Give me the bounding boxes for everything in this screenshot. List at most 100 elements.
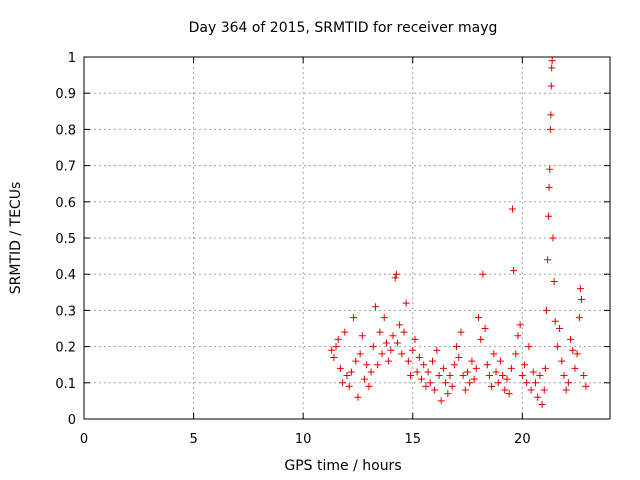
data-point [426, 379, 434, 387]
y-tick-label: 0.1 [55, 377, 76, 392]
data-point [347, 368, 355, 376]
plot-frame [83, 56, 611, 420]
data-point [439, 364, 447, 372]
data-point [409, 346, 417, 354]
data-point [514, 332, 522, 340]
data-point [352, 357, 360, 365]
data-point [501, 386, 509, 394]
data-point [481, 325, 489, 332]
data-point [518, 372, 526, 380]
data-point [541, 364, 549, 372]
data-point [453, 343, 461, 351]
data-point [558, 357, 566, 365]
data-point [389, 332, 397, 340]
data-point [448, 382, 456, 390]
data-point [382, 339, 390, 347]
data-point [336, 364, 344, 372]
data-point [538, 401, 546, 409]
data-point [459, 372, 467, 380]
data-point [369, 343, 377, 351]
data-point [548, 64, 556, 72]
data-point [446, 372, 454, 380]
y-tick-label: 0 [68, 413, 76, 428]
data-point [534, 393, 542, 401]
data-point [354, 393, 362, 401]
data-point [343, 372, 351, 380]
data-point [545, 183, 553, 191]
data-point [442, 379, 450, 387]
data-point [494, 379, 502, 387]
data-point [549, 234, 557, 242]
data-point [356, 350, 364, 358]
data-point [428, 357, 436, 365]
y-tick-label: 0.4 [55, 268, 76, 283]
data-point [393, 339, 401, 347]
axis-ticks: 0 5 10 15 20 0 0.1 0.2 0.3 0.4 0.5 0.6 0.7 0.8 0.9 1 [55, 51, 610, 447]
data-point [418, 375, 426, 383]
data-point [444, 390, 452, 398]
data-point [551, 317, 559, 325]
y-tick-label: 0.9 [55, 87, 76, 102]
data-point [328, 346, 336, 354]
data-point [367, 368, 375, 376]
data-point [350, 314, 358, 322]
x-tick-label: 10 [295, 432, 312, 447]
data-point [490, 350, 498, 358]
data-point [483, 361, 491, 369]
y-axis-label: SRMTID / TECUs [8, 182, 24, 295]
data-point [392, 270, 400, 278]
data-point [545, 212, 553, 220]
x-tick-label: 20 [514, 432, 531, 447]
data-points [328, 57, 590, 409]
y-tick-label: 0.8 [55, 123, 76, 138]
data-point [510, 267, 518, 275]
data-point [424, 368, 432, 376]
data-point [553, 343, 561, 351]
data-point [435, 372, 443, 380]
data-point [477, 335, 485, 343]
x-axis-label: GPS time / hours [284, 458, 401, 474]
data-point [499, 372, 507, 380]
data-point [422, 382, 430, 390]
data-point [468, 357, 476, 365]
data-point [525, 343, 533, 351]
data-point [457, 328, 465, 336]
data-point [567, 335, 575, 343]
chart-title: Day 364 of 2015, SRMTID for receiver may… [189, 20, 498, 36]
data-point [380, 314, 388, 322]
x-tick-label: 5 [189, 432, 197, 447]
data-point [339, 379, 347, 387]
data-point [527, 386, 535, 394]
data-point [582, 382, 590, 390]
data-point [391, 274, 399, 282]
data-point [371, 303, 379, 311]
data-point [547, 82, 555, 90]
data-point [402, 299, 410, 307]
data-point [431, 386, 439, 394]
data-point [531, 379, 539, 387]
data-point [562, 386, 570, 394]
data-point [420, 361, 428, 369]
data-point [547, 111, 555, 119]
y-tick-label: 0.3 [55, 304, 76, 319]
data-point [407, 372, 415, 380]
data-point [550, 277, 558, 285]
data-point [548, 57, 556, 65]
grid-lines [84, 57, 610, 419]
data-point [571, 364, 579, 372]
data-point [341, 328, 349, 336]
x-tick-label: 15 [404, 432, 421, 447]
y-tick-label: 1 [68, 51, 76, 66]
data-point [544, 256, 552, 264]
data-point [461, 386, 469, 394]
y-tick-label: 0.2 [55, 341, 76, 356]
data-point [496, 357, 504, 365]
data-point [466, 379, 474, 387]
data-point [330, 353, 338, 361]
data-point [345, 382, 353, 390]
data-point [503, 375, 511, 383]
y-tick-label: 0.6 [55, 196, 76, 211]
data-point [437, 397, 445, 405]
data-point [564, 379, 572, 387]
x-tick-label: 0 [80, 432, 88, 447]
